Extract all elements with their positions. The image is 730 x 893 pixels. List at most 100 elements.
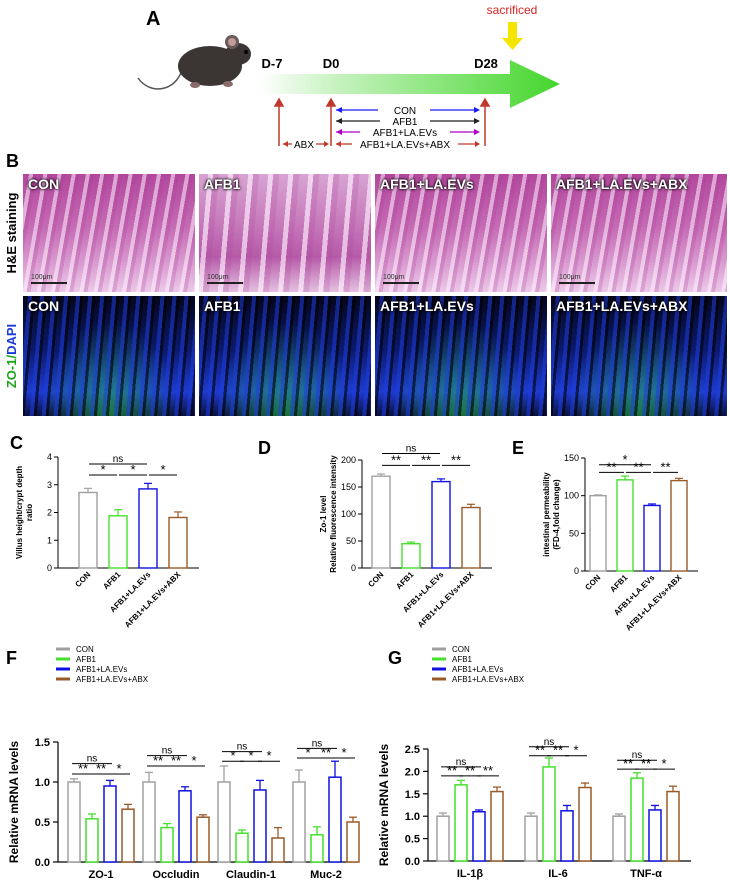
panel-label-g: G — [388, 648, 403, 668]
bar-afb1 — [401, 542, 421, 569]
y-tick-label: 150 — [564, 453, 579, 463]
abx-label: ABX — [294, 140, 314, 151]
he-image-con: CON 100μm — [23, 174, 195, 292]
bar-con — [78, 491, 98, 569]
day-minus7-label: D-7 — [262, 56, 283, 71]
panel-label-b: B — [6, 151, 19, 171]
sig-label: * — [622, 452, 627, 467]
group-label-abx: AFB1+LA.EVs+ABX — [360, 140, 450, 151]
sig-label: * — [100, 462, 105, 477]
y-tick-label: 4 — [47, 452, 52, 462]
timeline-diagram: sacrificed D-7 D0 D28 CON AFB1 AFB1+LA.E… — [137, 3, 560, 151]
legend-label: AFB1 — [76, 655, 97, 664]
sig-label: ** — [78, 761, 88, 776]
y-axis-label: Villus height/crypt depth — [15, 466, 24, 559]
x-tick-label: AFB1 — [394, 570, 416, 592]
legend-label: CON — [452, 645, 470, 654]
x-tick-label: CON — [366, 570, 385, 589]
legend-label: CON — [76, 645, 94, 654]
bar-muc-2-2 — [328, 776, 342, 863]
bar-claudin-1-2 — [253, 789, 267, 863]
y-tick-label: 100 — [341, 509, 356, 519]
sig-label: * — [230, 748, 235, 763]
mouse-icon — [137, 35, 251, 90]
bar-occludin-1 — [160, 826, 174, 863]
bar-il-1--0 — [436, 815, 450, 862]
sig-label: ** — [553, 743, 563, 758]
panel-label-d: D — [258, 438, 271, 458]
if-image-laevs: AFB1+LA.EVs — [375, 296, 547, 416]
bar-afb1-la-evs-abx — [461, 506, 481, 569]
he-image-laevs: AFB1+LA.EVs 100μm — [375, 174, 547, 292]
sig-label: ns — [113, 454, 124, 465]
bar-claudin-1-3 — [271, 837, 285, 863]
y-tick-label: 1 — [47, 535, 52, 545]
panel-label-c: C — [10, 433, 23, 453]
sig-label: * — [191, 753, 196, 768]
y-tick-label: 150 — [341, 482, 356, 492]
sig-label: ** — [153, 753, 163, 768]
y-tick-label: 50 — [569, 528, 579, 538]
sig-label: * — [130, 462, 135, 477]
y-axis-label: Relative mRNA levels — [377, 744, 391, 867]
group-label-laevs: AFB1+LA.EVs — [373, 128, 437, 139]
group-arrows: CON AFB1 AFB1+LA.EVs ABX AFB1+LA.EVs+ABX — [283, 106, 480, 151]
bar-tnf--2 — [648, 809, 662, 862]
y-tick-label: 2.0 — [405, 766, 420, 778]
y-axis-label: Relative mRNA levels — [7, 741, 21, 864]
x-group-label: ZO-1 — [88, 869, 113, 881]
chart-villus-ratio: 0 1 2 3 4 Villus height/crypt depth ratio CON AF… — [15, 452, 199, 630]
bar-afb1 — [108, 515, 128, 569]
y-axis-label: intestinal permeability — [542, 472, 551, 557]
bar-tnf--0 — [612, 815, 626, 862]
sig-label: ** — [465, 763, 475, 778]
sig-label: ns — [312, 738, 323, 749]
y-tick-label: 0.5 — [405, 834, 420, 846]
bar-occludin-0 — [142, 781, 156, 863]
sacrificed-label: sacrificed — [487, 3, 538, 17]
he-image-afb1: AFB1 100μm — [199, 174, 371, 292]
timeline-arrow — [258, 60, 560, 108]
panel-label-f: F — [6, 648, 17, 668]
panel-label-a: A — [146, 8, 161, 30]
sig-label: ns — [237, 742, 248, 753]
y-tick-label: 1.0 — [35, 777, 50, 789]
legend-label: AFB1+LA.EVs — [452, 665, 503, 674]
y-axis-label: Relative fluorescence intensity — [329, 455, 338, 573]
y-tick-label: 50 — [346, 536, 356, 546]
bar-tnf--3 — [666, 790, 680, 862]
y-tick-label: 1.5 — [35, 737, 50, 749]
sig-label: ** — [451, 452, 461, 467]
y-tick-label: 0 — [351, 563, 356, 573]
x-group-label: Occludin — [152, 869, 199, 881]
bar-afb1-la-evs — [643, 504, 661, 572]
bar-muc-2-0 — [292, 781, 306, 863]
group-label-afb1: AFB1 — [392, 117, 417, 128]
bar-il-6-1 — [542, 766, 556, 862]
svg-text:H&E staining: H&E staining — [4, 192, 19, 273]
sig-label: * — [116, 761, 121, 776]
bar-afb1-la-evs-abx — [670, 479, 688, 572]
sig-label: ** — [641, 756, 651, 771]
y-tick-label: 0.0 — [35, 857, 50, 869]
bar-claudin-1-1 — [235, 832, 249, 863]
sig-label: * — [573, 743, 578, 758]
y-tick-label: 1.0 — [405, 811, 420, 823]
sig-label: ns — [87, 754, 98, 765]
row-label-he: H&E staining — [4, 192, 19, 273]
sig-label: ** — [623, 756, 633, 771]
group-label-con: CON — [394, 106, 416, 117]
bar-con — [589, 494, 607, 572]
day0-label: D0 — [323, 56, 340, 71]
sig-label: ns — [632, 750, 643, 761]
y-tick-label: 200 — [341, 455, 356, 465]
sig-label: ** — [660, 459, 670, 474]
x-tick-label: AFB1+LA.EVs+ABX — [416, 570, 476, 630]
sig-label: * — [305, 745, 310, 760]
x-group-label: IL-1β — [457, 868, 484, 880]
y-tick-label: 1.5 — [405, 789, 420, 801]
bar-occludin-2 — [178, 790, 192, 863]
bar-muc-2-1 — [310, 834, 324, 863]
